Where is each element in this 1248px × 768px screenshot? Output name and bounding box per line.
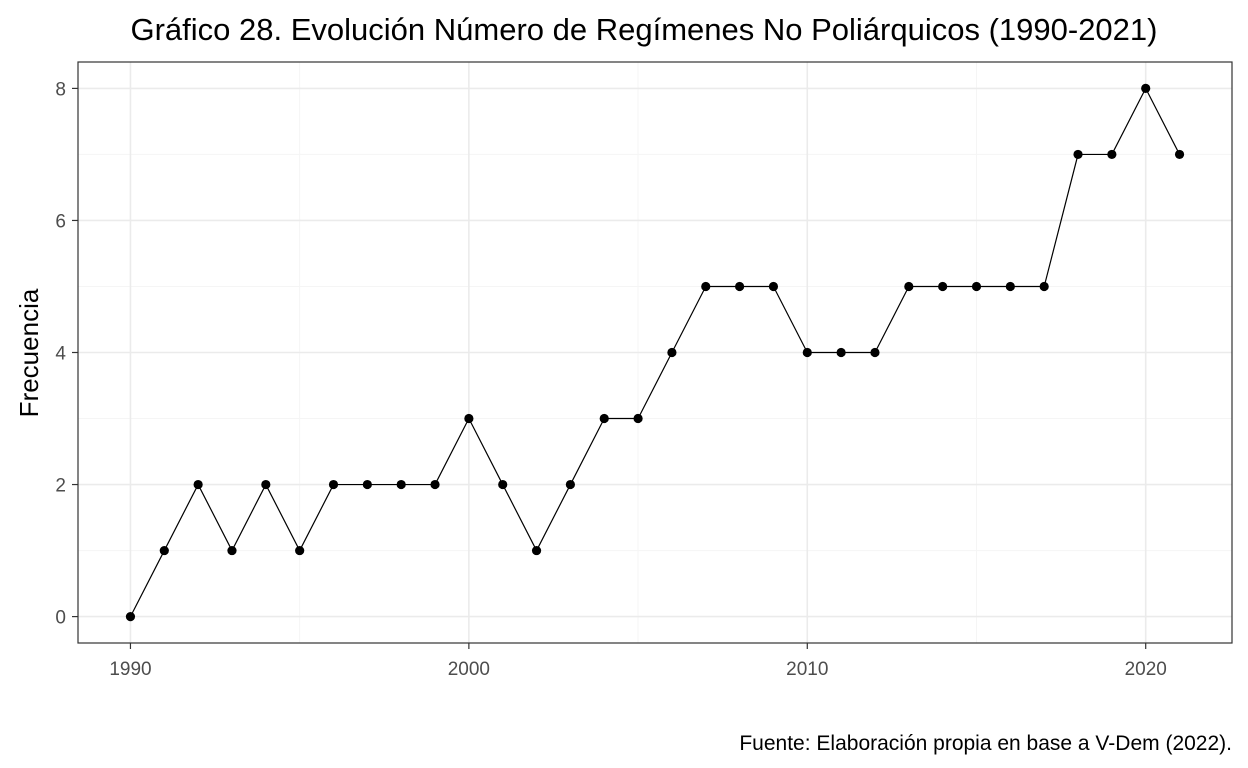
data-point [701,281,711,292]
data-point [802,347,812,358]
data-point [1039,281,1049,292]
data-point [904,281,914,292]
data-point [836,347,846,358]
data-point [971,281,982,292]
data-point [1141,83,1151,94]
data-point [633,413,643,424]
x-tick-label: 1990 [109,659,151,680]
series-frecuencia [125,83,1185,622]
data-point [1174,149,1185,160]
x-axis: 1990 2000 2010 2020 [109,643,1167,680]
source-caption: Fuente: Elaboración propia en base a V-D… [739,732,1232,755]
data-point [565,479,575,490]
data-point [498,479,508,490]
data-point [531,545,542,556]
x-tick-label: 2000 [448,659,490,680]
data-point [295,545,305,556]
y-tick-label: 8 [55,79,66,100]
data-point [125,611,136,622]
data-point [870,347,880,358]
data-point [938,281,948,292]
chart-title: Gráfico 28. Evolución Número de Regímene… [131,12,1158,47]
data-point [396,479,406,490]
y-tick-label: 4 [55,344,66,365]
data-point [1073,149,1083,160]
data-point [430,479,440,490]
y-tick-label: 6 [55,211,66,232]
data-point [735,281,745,292]
y-axis-label: Frecuencia [14,288,44,417]
data-point [1107,149,1117,160]
data-point [464,413,474,424]
x-tick-label: 2020 [1125,659,1167,680]
y-tick-label: 2 [55,476,66,497]
data-point [328,479,339,490]
data-point [159,545,169,556]
data-point [768,281,779,292]
series-line [129,87,1181,617]
data-point [193,479,203,490]
data-point [667,347,677,358]
data-point [599,413,609,424]
major-grid [78,62,1232,643]
y-tick-label: 0 [55,608,66,629]
x-tick-label: 2010 [786,659,828,680]
data-point [1005,281,1015,292]
data-point [227,545,237,556]
data-point [261,479,271,490]
data-point [362,479,372,490]
y-axis: 0 2 4 6 8 [55,79,78,629]
